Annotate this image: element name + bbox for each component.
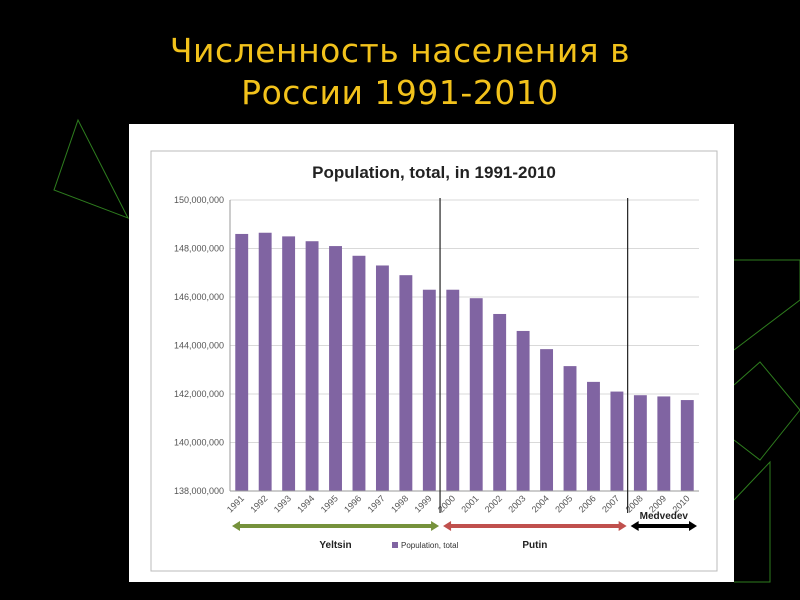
chart-panel: Population, total, in 1991-2010 138,000,… [129, 124, 734, 582]
bar [610, 391, 624, 491]
legend-label: Population, total [401, 541, 459, 550]
decorative-lines-bottom-right [733, 460, 771, 583]
slide-title-line-1: Численность населения в [169, 31, 631, 70]
bar [258, 232, 272, 492]
bar [235, 233, 249, 491]
slide-title-line-2: России 1991-2010 [241, 73, 559, 112]
bar [633, 395, 647, 491]
bar [587, 381, 600, 491]
era-arrow-head-right [689, 521, 697, 531]
era-label: Medvedev [640, 511, 689, 522]
bar [493, 313, 507, 491]
bar [680, 400, 694, 491]
bar [446, 289, 460, 491]
bar [422, 289, 436, 491]
bar-chart: Population, total, in 1991-2010 138,000,… [150, 150, 718, 572]
y-tick-label: 142,000,000 [174, 389, 224, 399]
bar [305, 241, 319, 491]
bar [657, 396, 671, 491]
bar [469, 298, 483, 491]
legend: Population, total [392, 541, 459, 550]
era-arrow-head-left [232, 521, 240, 531]
legend-swatch [392, 542, 398, 548]
era-dividers [439, 198, 629, 513]
era-arrow-head-right [618, 521, 627, 531]
bars [235, 232, 694, 492]
y-tick-label: 150,000,000 [174, 195, 224, 205]
bar [329, 246, 342, 491]
y-tick-label: 138,000,000 [174, 486, 224, 496]
y-tick-label: 146,000,000 [174, 292, 224, 302]
bar [375, 265, 389, 491]
bar [540, 349, 554, 491]
era-arrows: Yeltsin Putin Medvedev [232, 511, 697, 551]
chart-title: Population, total, in 1991-2010 [312, 163, 556, 182]
decorative-diamond-right [733, 361, 800, 461]
era-label: Putin [522, 540, 547, 551]
era-arrow-head-left [443, 521, 452, 531]
y-axis-tick-labels: 138,000,000 140,000,000 142,000,000 144,000… [174, 195, 224, 496]
bar [516, 330, 530, 491]
y-tick-label: 148,000,000 [174, 244, 224, 254]
bar [399, 275, 413, 491]
y-tick-label: 140,000,000 [174, 438, 224, 448]
y-tick-label: 144,000,000 [174, 341, 224, 351]
bar [352, 255, 366, 491]
decorative-triangle-left [53, 118, 130, 219]
era-label: Yeltsin [319, 540, 351, 551]
bar [563, 366, 577, 491]
era-arrow-head-right [431, 521, 440, 531]
era-arrow-head-left [630, 521, 639, 531]
decorative-lines-right [733, 259, 800, 351]
bar [282, 236, 296, 491]
slide-title: Численность населения в России 1991-2010 [0, 30, 800, 114]
